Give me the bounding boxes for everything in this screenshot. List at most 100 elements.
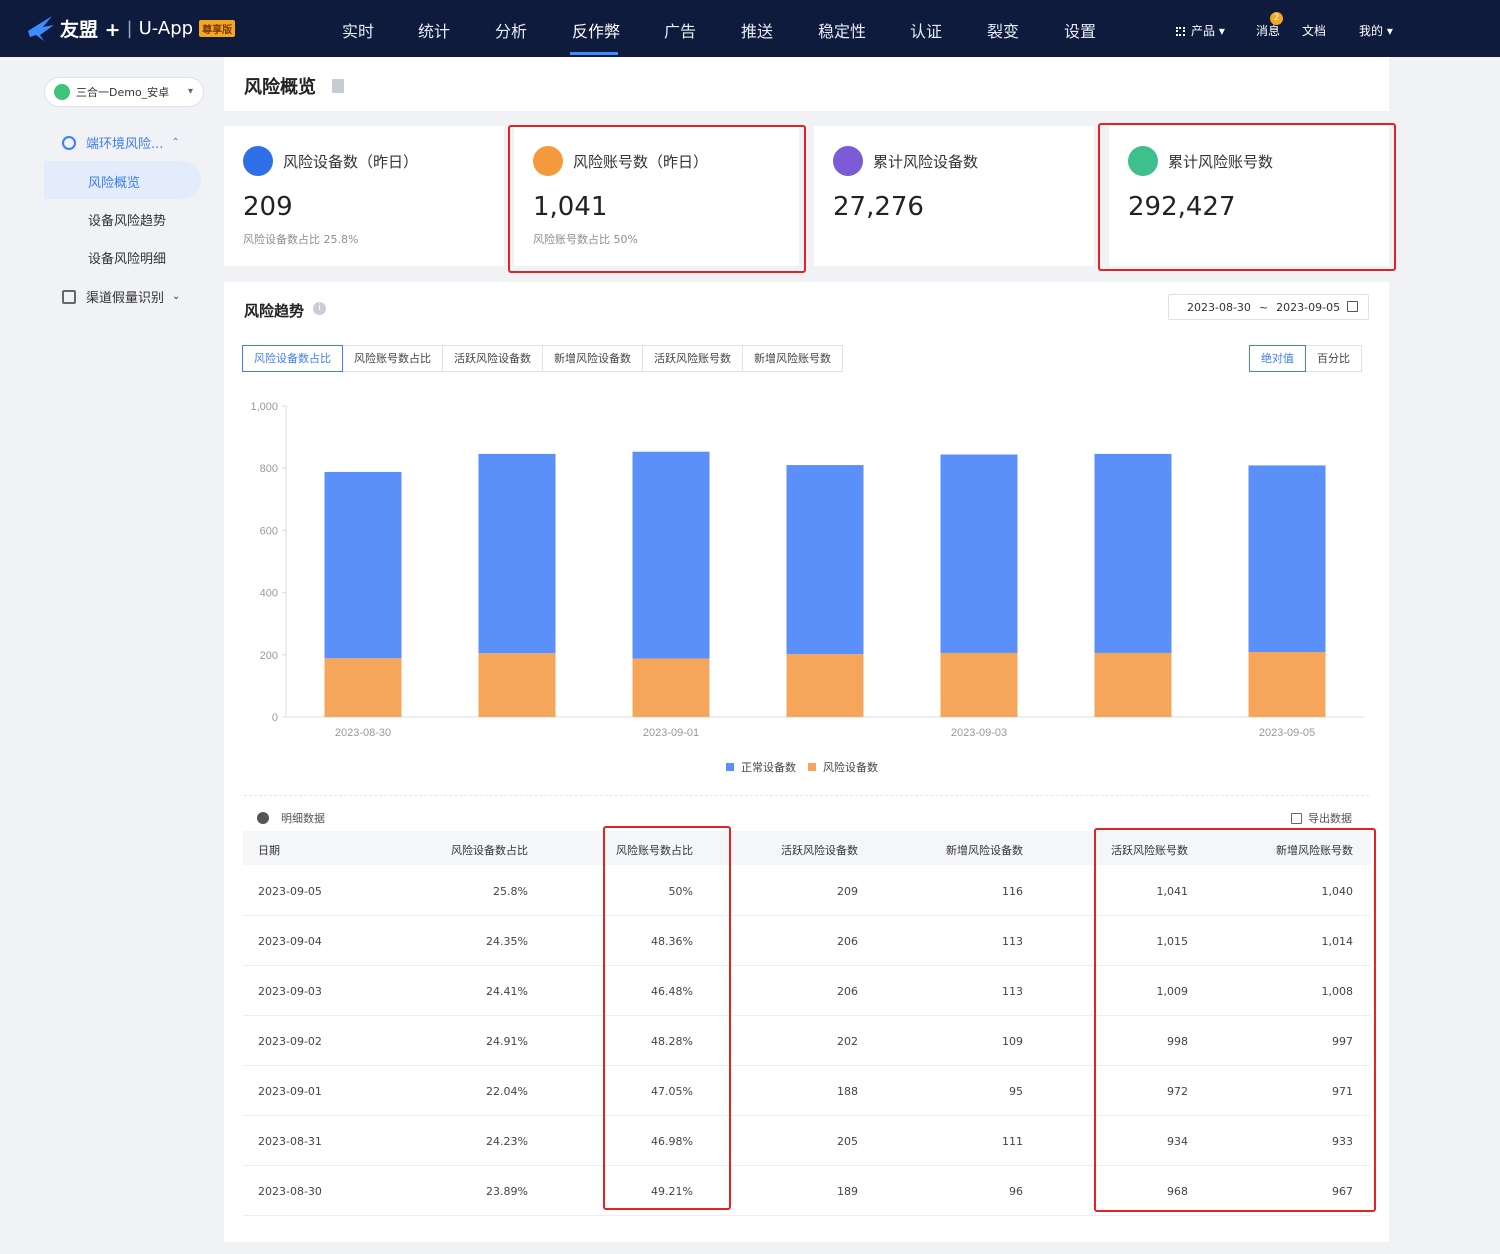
messages-link[interactable]: 消息 [1256,24,1281,38]
column-header[interactable]: 日期 [258,844,280,857]
user-menu[interactable]: 我的 ▾ [1359,24,1393,38]
bar-risk [1094,652,1172,717]
table-cell: 1,015 [1156,935,1189,948]
nav-item[interactable]: 反作弊 [572,22,621,41]
column-header[interactable]: 活跃风险设备数 [781,844,858,857]
table-cell: 111 [1002,1135,1023,1148]
calendar-icon [1347,301,1358,312]
bar-risk [632,658,710,717]
table-cell: 113 [1002,985,1023,998]
value-mode-tabs: 绝对值 百分比 [1249,345,1362,372]
legend-swatch-normal [726,763,734,771]
android-icon [54,84,70,100]
tab-metric[interactable]: 活跃风险账号数 [642,345,743,372]
detail-table-header: 日期 风险设备数占比 风险账号数占比 活跃风险设备数 新增风险设备数 活跃风险账号数 新增风… [243,831,1371,865]
card-title: 累计风险账号数 [1168,153,1274,171]
sidebar-item-device-detail[interactable]: 设备风险明细 [88,252,167,267]
highlight-box [603,826,731,1210]
tab-value-mode[interactable]: 绝对值 [1249,345,1306,372]
tab-metric[interactable]: 活跃风险设备数 [442,345,543,372]
table-cell: 24.35% [486,935,528,948]
nav-item[interactable]: 实时 [342,22,375,41]
page-header: 风险概览 [224,57,1389,111]
sidebar-item-risk-overview[interactable]: 风险概览 [88,176,141,191]
tab-value-mode[interactable]: 百分比 [1305,345,1362,372]
table-row: 2023-09-02 24.91% 48.28% 202 109 998 997 [243,1016,1371,1066]
page-title: 风险概览 [244,77,316,98]
table-cell: 95 [1009,1085,1023,1098]
detail-data-toggle[interactable]: 明细数据 [257,810,325,826]
table-cell: 24.41% [486,985,528,998]
table-cell: 24.23% [486,1135,528,1148]
table-cell: 998 [1167,1035,1188,1048]
table-cell: 47.05% [651,1085,693,1098]
umeng-bird-icon [28,16,54,41]
nav-item[interactable]: 认证 [910,22,943,41]
table-cell: 50% [668,885,693,898]
column-header[interactable]: 活跃风险账号数 [1111,844,1188,857]
tab-metric[interactable]: 新增风险设备数 [542,345,643,372]
table-cell: 2023-08-31 [258,1135,322,1148]
tab-metric[interactable]: 风险账号数占比 [342,345,443,372]
card-title: 风险设备数（昨日） [283,153,419,171]
top-navigation-bar: 友盟 + | U-App 尊享版 产品 ▾ 2 消息 文档 我的 ▾ 实时 统计 分… [0,0,1500,57]
chart-legend: 正常设备数 风险设备数 [726,759,878,775]
y-tick-label: 0 [272,712,278,724]
date-range-picker[interactable]: 2023-08-30 ~ 2023-09-05 [1168,294,1369,320]
column-header[interactable]: 风险设备数占比 [451,844,528,857]
nav-item[interactable]: 裂变 [987,22,1020,41]
risk-trend-chart: 0 200 400 600 800 1,000 2023-08-30 2023-09-01 20… [250,401,1364,739]
nav-item[interactable]: 广告 [664,22,697,41]
sidebar-group-env-risk[interactable]: 端环境风险... ⌃ [62,133,180,152]
app-selector[interactable]: 三合一Demo_安卓 ▾ [44,77,204,107]
table-row: 2023-09-04 24.35% 48.36% 206 113 1,015 1,014 [243,916,1371,966]
card-value: 292,427 [1128,192,1236,222]
bar-normal [786,465,864,655]
shield-icon [62,135,76,150]
table-cell: 48.36% [651,935,693,948]
doc-icon[interactable] [332,79,344,93]
brand-logo[interactable]: 友盟 + | U-App 尊享版 [26,12,236,44]
table-row: 2023-09-01 22.04% 47.05% 188 95 972 971 [243,1066,1371,1116]
column-header[interactable]: 风险账号数占比 [616,844,693,857]
nav-item[interactable]: 统计 [418,22,451,41]
table-cell: 109 [1002,1035,1023,1048]
table-cell: 188 [837,1085,858,1098]
y-tick-label: 800 [260,463,278,475]
card-subtitle: 风险设备数占比 25.8% [243,233,359,246]
sidebar-group-channel[interactable]: 渠道假量识别 ⌄ [62,287,180,306]
legend-label-normal[interactable]: 正常设备数 [741,761,796,774]
nav-item[interactable]: 设置 [1064,22,1097,41]
docs-link[interactable]: 文档 [1302,24,1327,38]
column-header[interactable]: 新增风险设备数 [946,844,1023,857]
table-cell: 25.8% [493,885,528,898]
bar-risk [478,653,556,717]
bar-normal [324,471,402,659]
bar-risk [1248,652,1326,717]
table-row: 2023-08-31 24.23% 46.98% 205 111 934 933 [243,1116,1371,1166]
table-cell: 971 [1332,1085,1353,1098]
table-cell: 1,041 [1156,885,1189,898]
collapse-icon [257,812,269,824]
info-icon[interactable]: i [313,302,326,315]
table-row: 2023-09-05 25.8% 50% 209 116 1,041 1,040 [243,866,1371,916]
brand-product: U-App [138,17,194,39]
x-tick-label: 2023-09-05 [1259,727,1315,739]
nav-item[interactable]: 分析 [495,22,528,41]
card-value: 209 [243,192,293,222]
chevron-down-icon: ▾ [187,86,193,97]
bar-normal [632,451,710,659]
column-header[interactable]: 新增风险账号数 [1276,844,1353,857]
legend-label-risk[interactable]: 风险设备数 [823,761,878,774]
sidebar-item-device-trend[interactable]: 设备风险趋势 [88,214,167,229]
export-data-button[interactable]: 导出数据 [1291,810,1352,826]
product-menu[interactable]: 产品 ▾ [1176,22,1225,39]
tab-metric[interactable]: 风险设备数占比 [242,345,343,372]
nav-item[interactable]: 稳定性 [818,22,867,41]
table-cell: 1,009 [1156,985,1189,998]
bar-normal [940,454,1018,653]
tab-metric[interactable]: 新增风险账号数 [742,345,843,372]
nav-item[interactable]: 推送 [741,22,774,41]
bar-risk [940,652,1018,717]
device-icon [243,146,273,176]
